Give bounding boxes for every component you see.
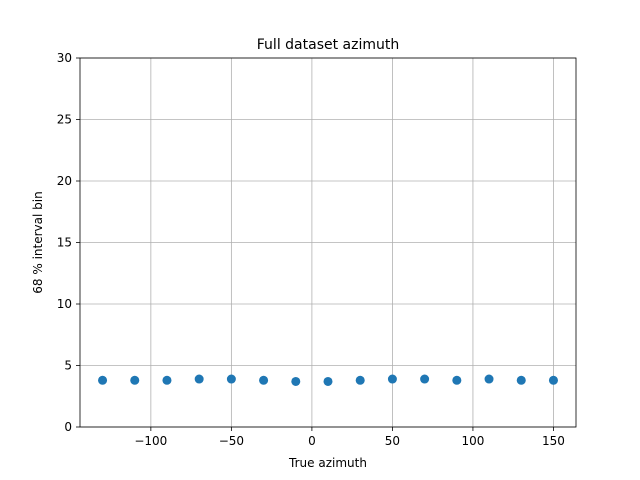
data-point [98,375,108,385]
x-tick-label: 100 [461,434,484,448]
x-tick-label: 0 [308,434,316,448]
x-axis-label: True azimuth [288,456,367,470]
data-point [323,376,333,386]
y-tick-label: 5 [64,359,72,373]
x-tick-label: 50 [385,434,400,448]
y-tick-label: 25 [57,113,72,127]
data-point [130,375,140,385]
y-tick-label: 15 [57,236,72,250]
data-point [259,375,269,385]
axis-ticks: −100 −50 0 50 100 150 0 5 10 15 20 25 30 [57,51,565,448]
grid-lines [80,57,576,428]
x-tick-label: 150 [542,434,565,448]
data-point [420,374,430,384]
data-points [98,374,558,386]
y-tick-label: 10 [57,297,72,311]
data-point [516,375,526,385]
data-point [291,376,301,386]
y-tick-label: 0 [64,420,72,434]
x-tick-label: −100 [134,434,167,448]
data-point [452,375,462,385]
data-point [387,374,397,384]
y-tick-label: 30 [57,51,72,65]
data-point [484,374,494,384]
data-point [162,375,172,385]
data-point [194,374,204,384]
y-tick-label: 20 [57,174,72,188]
data-point [355,375,365,385]
data-point [226,374,236,384]
data-point [548,375,558,385]
chart-title: Full dataset azimuth [257,37,399,53]
x-tick-label: −50 [219,434,244,448]
y-axis-label: 68 % interval bin [31,191,45,293]
